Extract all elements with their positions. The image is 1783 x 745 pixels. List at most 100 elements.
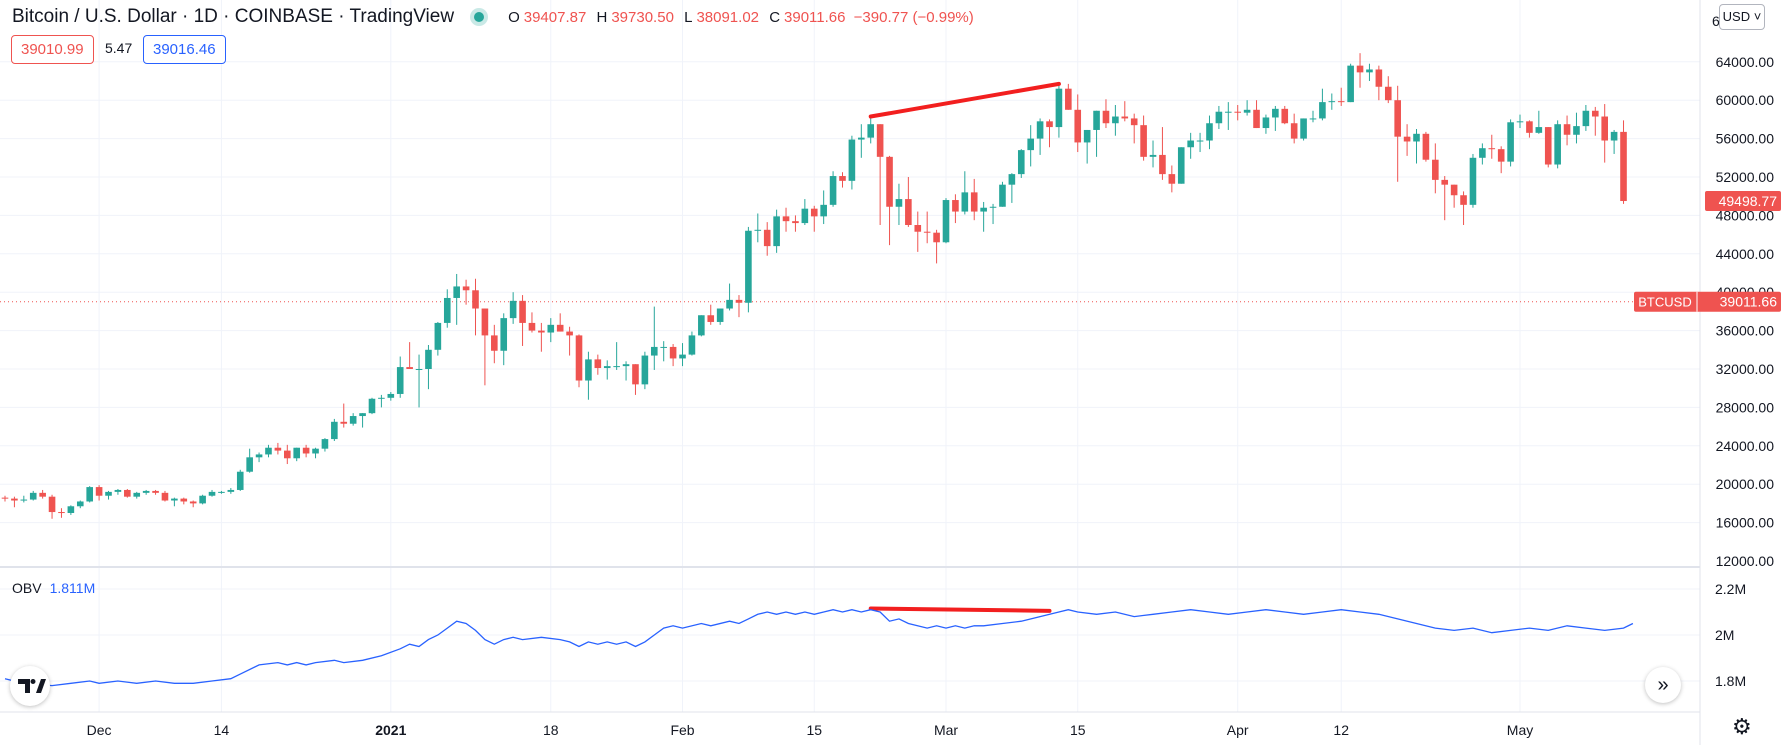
candle-body bbox=[142, 490, 150, 493]
currency-selector[interactable]: USD ˅ bbox=[1719, 4, 1765, 30]
symbol-name-label: BTCUSD bbox=[1638, 295, 1691, 310]
price-tick-label: 24000.00 bbox=[1716, 438, 1775, 454]
time-tick-label: Feb bbox=[670, 722, 694, 738]
price-tick-label: 12000.00 bbox=[1716, 553, 1775, 569]
candle-body bbox=[820, 204, 827, 217]
candle-body bbox=[848, 139, 856, 181]
candle-body bbox=[519, 300, 526, 323]
candle-body bbox=[961, 192, 969, 212]
sell-price-button[interactable]: 39010.99 bbox=[11, 35, 94, 64]
candle-body bbox=[923, 231, 931, 233]
candle-body bbox=[679, 354, 686, 359]
candle-body bbox=[349, 416, 357, 424]
candle-body bbox=[1281, 108, 1289, 124]
candle-body bbox=[1347, 65, 1354, 103]
open-value: 39407.87 bbox=[523, 8, 587, 26]
candle-body bbox=[1469, 157, 1477, 205]
candle-body bbox=[67, 506, 75, 513]
candle-body bbox=[415, 369, 423, 370]
candle-body bbox=[236, 471, 244, 490]
candle-body bbox=[1432, 159, 1439, 180]
price-tick-label: 36000.00 bbox=[1716, 323, 1775, 339]
symbol-title[interactable]: Bitcoin / U.S. Dollar · 1D · COINBASE · … bbox=[12, 6, 455, 27]
price-tick-label: 52000.00 bbox=[1716, 169, 1775, 185]
candle-body bbox=[48, 496, 56, 513]
candle-body bbox=[208, 491, 216, 496]
candle-body bbox=[1356, 65, 1364, 73]
buy-price-button[interactable]: 39016.46 bbox=[143, 35, 226, 64]
time-tick-label: 2021 bbox=[375, 722, 406, 738]
candle-body bbox=[1563, 124, 1571, 135]
candle-body bbox=[1582, 110, 1590, 127]
chart-header: Bitcoin / U.S. Dollar · 1D · COINBASE · … bbox=[12, 4, 978, 30]
candle-body bbox=[1309, 118, 1317, 120]
price-tick-label: 20000.00 bbox=[1716, 476, 1775, 492]
candle-body bbox=[632, 364, 639, 385]
candle-body bbox=[829, 176, 837, 205]
price-axis: 64000.00 60000.00 56000.00 52000.00 48000.00… bbox=[1634, 0, 1783, 712]
obv-tick-label: 1.8M bbox=[1715, 673, 1746, 689]
price-tick-label: 60000.00 bbox=[1716, 92, 1775, 108]
candle-body bbox=[650, 346, 658, 356]
candle-body bbox=[1130, 118, 1138, 126]
candle-body bbox=[970, 192, 978, 212]
candle-body bbox=[1620, 131, 1627, 202]
gear-icon[interactable]: ⚙ bbox=[1732, 714, 1752, 739]
time-axis: Dec 14 2021 18 Feb 15 Mar 15 Apr 12 May bbox=[87, 722, 1534, 738]
change-value: −390.77 (−0.99%) bbox=[853, 8, 974, 26]
candle-body bbox=[1036, 121, 1044, 139]
obv-legend[interactable]: OBV 1.811M bbox=[12, 580, 95, 596]
price-axis-bg bbox=[1701, 0, 1783, 712]
low-value: 38091.02 bbox=[696, 8, 760, 26]
candle-body bbox=[1535, 127, 1543, 133]
candle-body bbox=[246, 457, 253, 472]
candle-body bbox=[933, 232, 940, 243]
candle-body bbox=[726, 299, 733, 309]
candle-body bbox=[387, 393, 395, 398]
candle-body bbox=[792, 221, 799, 224]
candle-body bbox=[1516, 121, 1524, 123]
candle-body bbox=[641, 355, 649, 385]
time-tick-label: 18 bbox=[543, 722, 559, 738]
candle-body bbox=[396, 367, 404, 394]
candle-body bbox=[1159, 154, 1166, 175]
candle-body bbox=[1102, 110, 1110, 124]
candle-body bbox=[1206, 123, 1213, 141]
candle-body bbox=[622, 364, 630, 367]
candle-body bbox=[481, 308, 489, 336]
candle-body bbox=[20, 499, 28, 501]
candle-body bbox=[1027, 138, 1034, 151]
candle-body bbox=[914, 225, 922, 232]
candle-body bbox=[378, 397, 385, 399]
candle-body bbox=[858, 137, 865, 140]
candle-body bbox=[1065, 88, 1072, 110]
price-trendline bbox=[868, 81, 1061, 119]
candle-body bbox=[999, 184, 1006, 207]
candle-body bbox=[585, 359, 592, 381]
candle-body bbox=[566, 331, 573, 336]
candle-body bbox=[876, 124, 884, 157]
candle-body bbox=[114, 489, 122, 492]
last-price-label: 49498.77 bbox=[1719, 193, 1778, 209]
candle-body bbox=[1460, 195, 1467, 205]
tradingview-logo-icon[interactable] bbox=[10, 666, 50, 706]
candle-body bbox=[980, 207, 987, 212]
candle-body bbox=[1441, 179, 1449, 185]
candle-body bbox=[1196, 140, 1204, 142]
candle-body bbox=[1544, 127, 1552, 165]
candle-body bbox=[509, 300, 517, 319]
candle-body bbox=[1526, 121, 1533, 133]
time-tick-label: Apr bbox=[1227, 722, 1249, 738]
candle-body bbox=[491, 335, 498, 351]
scroll-right-icon[interactable]: » bbox=[1645, 667, 1681, 703]
chart-grid bbox=[0, 0, 1701, 745]
candle-body bbox=[1319, 102, 1326, 119]
candle-body bbox=[1554, 124, 1561, 165]
symbol-price-label: 39011.66 bbox=[1720, 294, 1778, 310]
candle-body bbox=[1290, 123, 1298, 139]
candle-body bbox=[707, 315, 715, 322]
candle-body bbox=[227, 489, 235, 492]
candle-body bbox=[1591, 110, 1599, 117]
candle-body bbox=[942, 200, 950, 243]
